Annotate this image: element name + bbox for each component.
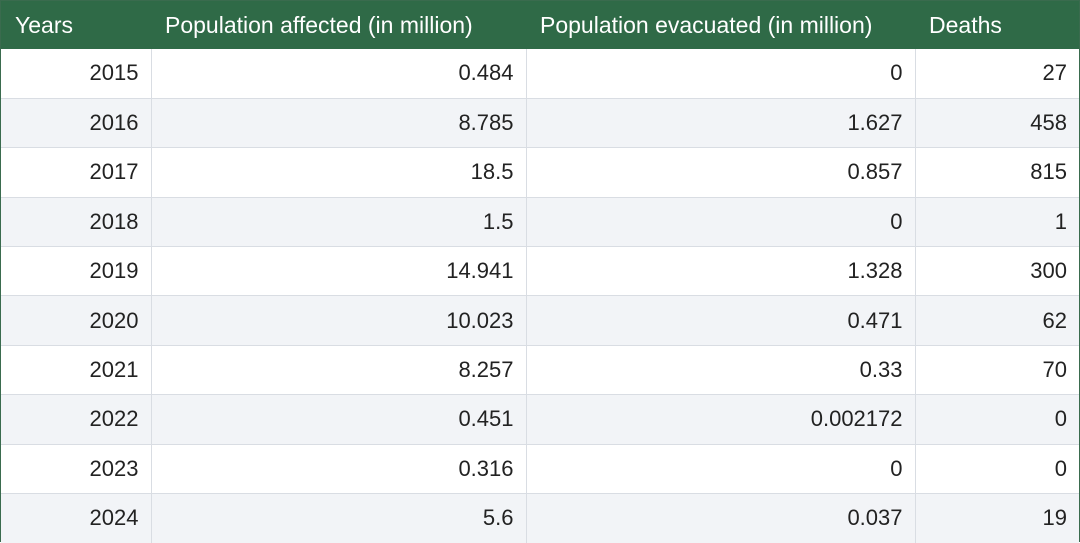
deaths-cell: 1 [915,197,1079,248]
population-evacuated-cell: 1.627 [526,98,916,149]
deaths-cell: 0 [915,444,1079,495]
table-row: 2018 1.5 0 1 [1,197,1079,248]
deaths-cell: 70 [915,345,1079,396]
population-evacuated-cell: 0.002172 [526,394,916,445]
deaths-cell: 27 [915,49,1079,99]
deaths-cell: 815 [915,147,1079,198]
population-affected-cell: 0.451 [151,394,527,445]
population-affected-cell: 18.5 [151,147,527,198]
header-years: Years [1,1,151,49]
population-evacuated-cell: 0.857 [526,147,916,198]
header-deaths: Deaths [915,1,1079,49]
table-row: 2020 10.023 0.471 62 [1,295,1079,346]
deaths-cell: 62 [915,295,1079,346]
year-cell: 2021 [1,345,152,396]
year-cell: 2018 [1,197,152,248]
table-body: 2015 0.484 0 27 2016 8.785 1.627 458 2017 18.5 0.8… [1,49,1079,543]
table-row: 2017 18.5 0.857 815 [1,147,1079,198]
year-cell: 2022 [1,394,152,445]
deaths-cell: 300 [915,246,1079,297]
header-row: Years Population affected (in million) P… [1,1,1079,49]
population-evacuated-cell: 0 [526,197,916,248]
population-affected-cell: 1.5 [151,197,527,248]
population-affected-cell: 0.484 [151,49,527,99]
population-evacuated-cell: 0 [526,444,916,495]
table-row: 2022 0.451 0.002172 0 [1,394,1079,445]
table-header: Years Population affected (in million) P… [1,1,1079,49]
year-cell: 2015 [1,49,152,99]
population-affected-cell: 8.785 [151,98,527,149]
deaths-cell: 0 [915,394,1079,445]
table-row: 2021 8.257 0.33 70 [1,345,1079,396]
header-population-affected: Population affected (in million) [151,1,526,49]
population-evacuated-cell: 0.037 [526,493,916,543]
year-cell: 2016 [1,98,152,149]
population-evacuated-cell: 0.471 [526,295,916,346]
population-evacuated-cell: 1.328 [526,246,916,297]
table-row: 2023 0.316 0 0 [1,444,1079,495]
table-row: 2019 14.941 1.328 300 [1,246,1079,297]
table-row: 2016 8.785 1.627 458 [1,98,1079,149]
population-affected-cell: 0.316 [151,444,527,495]
population-affected-cell: 10.023 [151,295,527,346]
year-cell: 2020 [1,295,152,346]
population-affected-cell: 5.6 [151,493,527,543]
header-population-evacuated: Population evacuated (in million) [526,1,915,49]
table-row: 2015 0.484 0 27 [1,49,1079,99]
population-evacuated-cell: 0 [526,49,916,99]
year-cell: 2024 [1,493,152,543]
year-cell: 2019 [1,246,152,297]
table-row: 2024 5.6 0.037 19 [1,493,1079,543]
deaths-cell: 458 [915,98,1079,149]
population-affected-cell: 14.941 [151,246,527,297]
year-cell: 2017 [1,147,152,198]
year-cell: 2023 [1,444,152,495]
deaths-cell: 19 [915,493,1079,543]
population-affected-cell: 8.257 [151,345,527,396]
population-evacuated-cell: 0.33 [526,345,916,396]
